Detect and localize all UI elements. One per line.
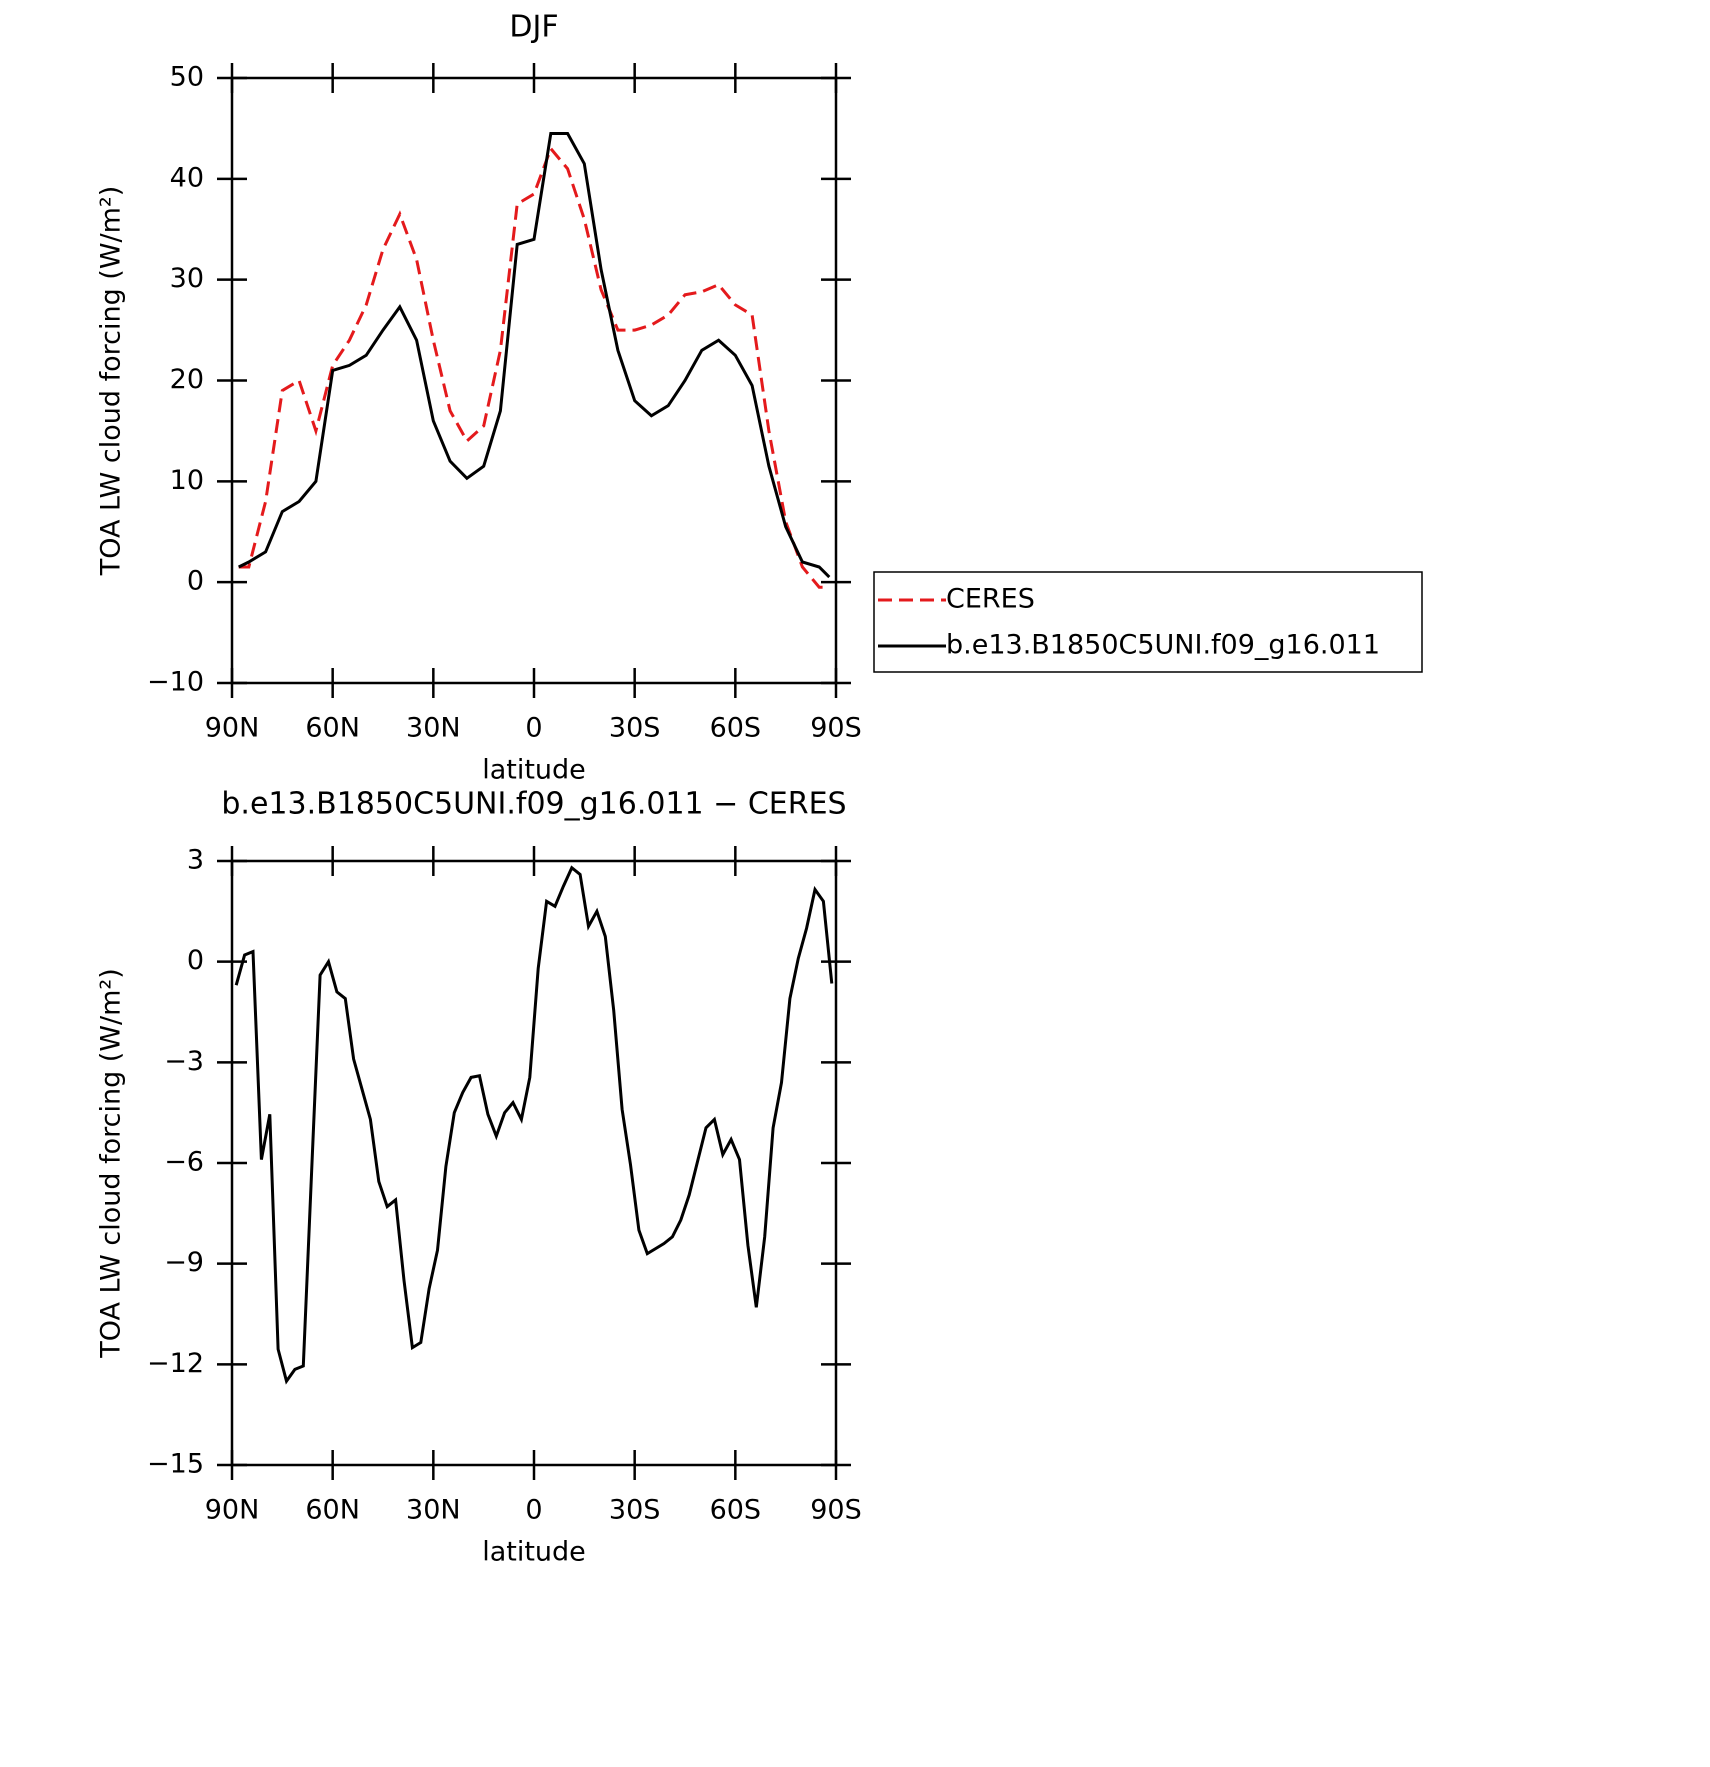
y-tick-label: −10 — [147, 667, 204, 698]
y-tick-label: −6 — [164, 1147, 204, 1178]
x-tick-label: 90N — [205, 713, 260, 744]
y-tick-label: 3 — [187, 845, 204, 876]
x-tick-label: 90S — [810, 713, 862, 744]
x-tick-label: 30N — [406, 713, 461, 744]
chart-title: b.e13.B1850C5UNI.f09_g16.011 − CERES — [221, 787, 846, 822]
chart-title: DJF — [509, 10, 558, 45]
x-axis-label: latitude — [482, 1537, 586, 1568]
x-tick-label: 60S — [710, 1495, 762, 1526]
x-axis-label: latitude — [482, 755, 586, 786]
y-tick-label: 20 — [170, 364, 204, 395]
x-tick-label: 30N — [406, 1495, 461, 1526]
y-tick-label: −15 — [147, 1449, 204, 1480]
y-tick-label: 40 — [170, 162, 204, 193]
plot-frame — [230, 76, 838, 685]
legend-label: b.e13.B1850C5UNI.f09_g16.011 — [946, 630, 1380, 661]
y-tick-label: 0 — [187, 945, 204, 976]
plot-frame — [230, 859, 838, 1467]
x-tick-label: 90S — [810, 1495, 862, 1526]
y-tick-label: −12 — [147, 1348, 204, 1379]
x-tick-label: 60S — [710, 713, 762, 744]
legend-label: CERES — [946, 584, 1035, 615]
y-tick-label: −9 — [164, 1247, 204, 1278]
x-tick-label: 90N — [205, 1495, 260, 1526]
y-axis-label: TOA LW cloud forcing (W/m²) — [96, 186, 127, 577]
y-tick-label: −3 — [164, 1046, 204, 1077]
x-tick-label: 30S — [609, 713, 661, 744]
x-tick-label: 30S — [609, 1495, 661, 1526]
x-tick-label: 0 — [525, 713, 542, 744]
data-line — [238, 145, 830, 589]
x-tick-label: 60N — [305, 713, 360, 744]
y-tick-label: 10 — [170, 465, 204, 496]
data-line — [238, 132, 831, 579]
x-tick-label: 0 — [525, 1495, 542, 1526]
legend-box — [873, 571, 1423, 673]
y-tick-label: 50 — [170, 62, 204, 93]
y-axis-label: TOA LW cloud forcing (W/m²) — [96, 968, 127, 1359]
y-tick-label: 0 — [187, 566, 204, 597]
y-tick-label: 30 — [170, 263, 204, 294]
x-tick-label: 60N — [305, 1495, 360, 1526]
data-line — [234, 865, 834, 1385]
